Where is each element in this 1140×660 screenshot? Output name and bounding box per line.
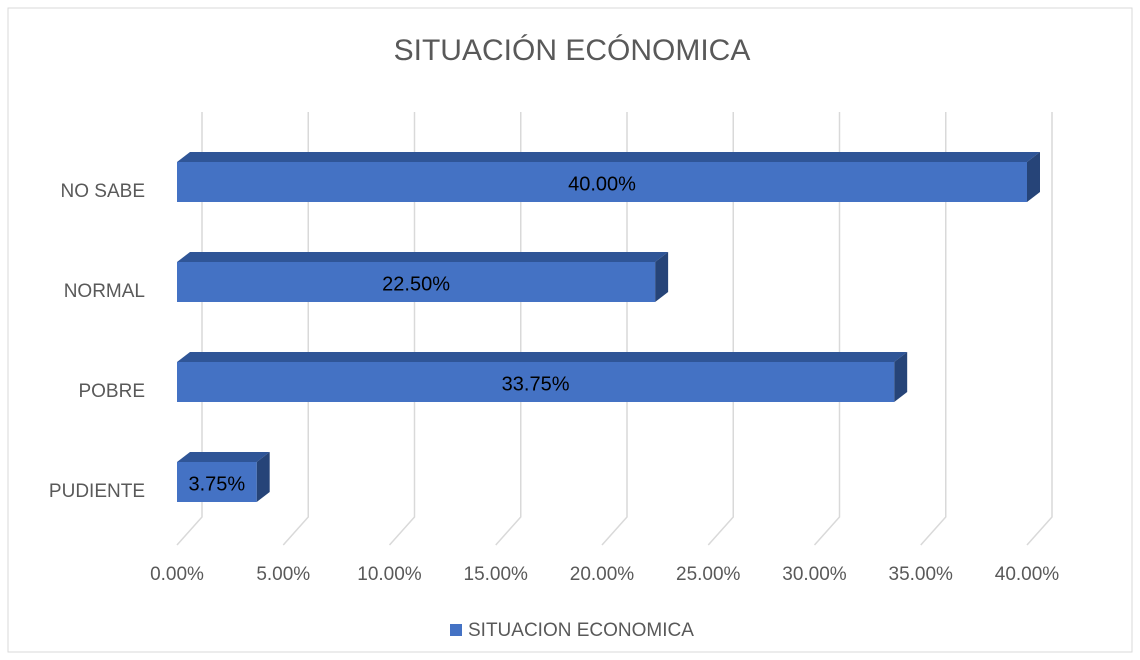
grid-line bbox=[813, 112, 841, 546]
grid-line bbox=[707, 112, 734, 546]
y-tick-label: POBRE bbox=[78, 381, 145, 402]
value-label: 40.00% bbox=[568, 173, 636, 195]
grid-line bbox=[495, 112, 522, 546]
bar-top bbox=[177, 452, 270, 462]
x-tick-label: 30.00% bbox=[782, 564, 847, 585]
x-tick-label: 5.00% bbox=[256, 564, 310, 585]
bar-side bbox=[1027, 152, 1040, 202]
bar-top bbox=[177, 352, 908, 362]
grid-line bbox=[601, 112, 628, 546]
bar bbox=[177, 462, 257, 502]
grid-line bbox=[388, 112, 416, 546]
grid-line bbox=[1026, 112, 1053, 546]
x-tick-label: 40.00% bbox=[995, 564, 1060, 585]
y-tick-label: PUDIENTE bbox=[49, 481, 145, 502]
bar-top bbox=[177, 152, 1040, 162]
bar bbox=[177, 162, 1027, 202]
chart-frame bbox=[7, 7, 1133, 653]
chart-title: SITUACIÓN ECÓNOMICA bbox=[394, 34, 751, 67]
legend-label: SITUACION ECONOMICA bbox=[468, 620, 694, 641]
bar bbox=[177, 362, 895, 402]
value-label: 3.75% bbox=[188, 473, 245, 495]
x-tick-label: 35.00% bbox=[889, 564, 954, 585]
bar-side bbox=[256, 452, 270, 502]
value-label: 33.75% bbox=[502, 373, 570, 395]
grid-line bbox=[920, 112, 947, 546]
bar bbox=[177, 262, 656, 302]
bar-side bbox=[894, 352, 908, 402]
x-tick-label: 15.00% bbox=[464, 564, 529, 585]
bar-top bbox=[177, 252, 669, 262]
y-tick-label: NO SABE bbox=[61, 181, 145, 202]
bar-side bbox=[655, 252, 669, 302]
x-tick-label: 0.00% bbox=[150, 564, 204, 585]
x-tick-label: 20.00% bbox=[570, 564, 635, 585]
x-tick-label: 25.00% bbox=[676, 564, 741, 585]
grid-line bbox=[282, 112, 309, 546]
y-tick-label: NORMAL bbox=[64, 281, 145, 302]
legend-swatch bbox=[450, 624, 462, 636]
grid-line bbox=[176, 112, 203, 546]
x-tick-label: 10.00% bbox=[357, 564, 422, 585]
value-label: 22.50% bbox=[382, 273, 450, 295]
